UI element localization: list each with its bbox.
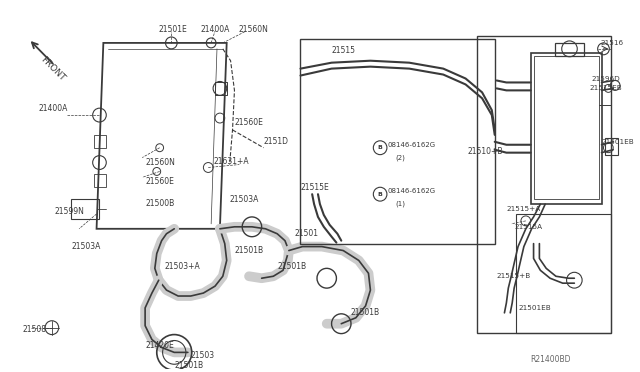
Text: 2151D: 2151D — [264, 137, 289, 146]
Text: 21501EB: 21501EB — [518, 305, 551, 311]
Text: R21400BD: R21400BD — [531, 355, 571, 364]
Text: 21501B: 21501B — [174, 361, 204, 370]
Text: (1): (1) — [396, 201, 406, 207]
Text: 08146-6162G: 08146-6162G — [388, 188, 436, 194]
Text: 21560N: 21560N — [238, 25, 268, 33]
Text: 21400A: 21400A — [200, 25, 230, 33]
Text: 08146-6162G: 08146-6162G — [388, 142, 436, 148]
Text: 21515EB: 21515EB — [590, 86, 623, 92]
Text: 21515: 21515 — [332, 46, 356, 55]
Text: 21420E: 21420E — [145, 341, 174, 350]
Text: B: B — [378, 192, 383, 197]
Text: 21500B: 21500B — [145, 199, 174, 208]
Bar — [477, 36, 611, 333]
Bar — [531, 53, 602, 204]
Text: 21503+A: 21503+A — [164, 262, 200, 271]
Text: B: B — [378, 145, 383, 150]
Text: 21516: 21516 — [600, 40, 624, 46]
Bar — [93, 135, 106, 148]
Text: 21510+B: 21510+B — [468, 147, 503, 156]
Bar — [516, 214, 611, 333]
Text: 21501E: 21501E — [159, 25, 188, 33]
Text: FRONT: FRONT — [38, 55, 66, 83]
Text: 21503: 21503 — [191, 351, 215, 360]
Bar — [555, 43, 584, 56]
Text: 21501: 21501 — [294, 229, 319, 238]
Text: 21560N: 21560N — [145, 158, 175, 167]
Text: 21515+A: 21515+A — [506, 206, 541, 212]
Text: 21515A: 21515A — [514, 224, 542, 230]
Text: 21501B: 21501B — [277, 262, 307, 271]
Bar — [93, 174, 106, 187]
Text: 21631+A: 21631+A — [213, 157, 249, 166]
Text: 21560E: 21560E — [234, 118, 263, 126]
Text: 21503A: 21503A — [71, 242, 100, 251]
Bar — [301, 39, 495, 244]
Text: 21599N: 21599N — [55, 208, 84, 217]
Bar — [534, 56, 598, 199]
Text: 21501B: 21501B — [351, 308, 380, 317]
Text: 21515+B: 21515+B — [497, 273, 531, 279]
Text: 21501EB: 21501EB — [602, 139, 634, 145]
Text: 21503A: 21503A — [230, 195, 259, 203]
Text: 21596D: 21596D — [592, 76, 621, 81]
Text: (2): (2) — [396, 154, 406, 161]
Text: 21501B: 21501B — [234, 246, 264, 255]
Text: 21508: 21508 — [23, 325, 47, 334]
Text: 21400A: 21400A — [38, 104, 68, 113]
Bar — [71, 199, 99, 219]
Text: 21515E: 21515E — [301, 183, 329, 192]
Bar — [605, 138, 618, 155]
Text: 21560E: 21560E — [145, 177, 174, 186]
